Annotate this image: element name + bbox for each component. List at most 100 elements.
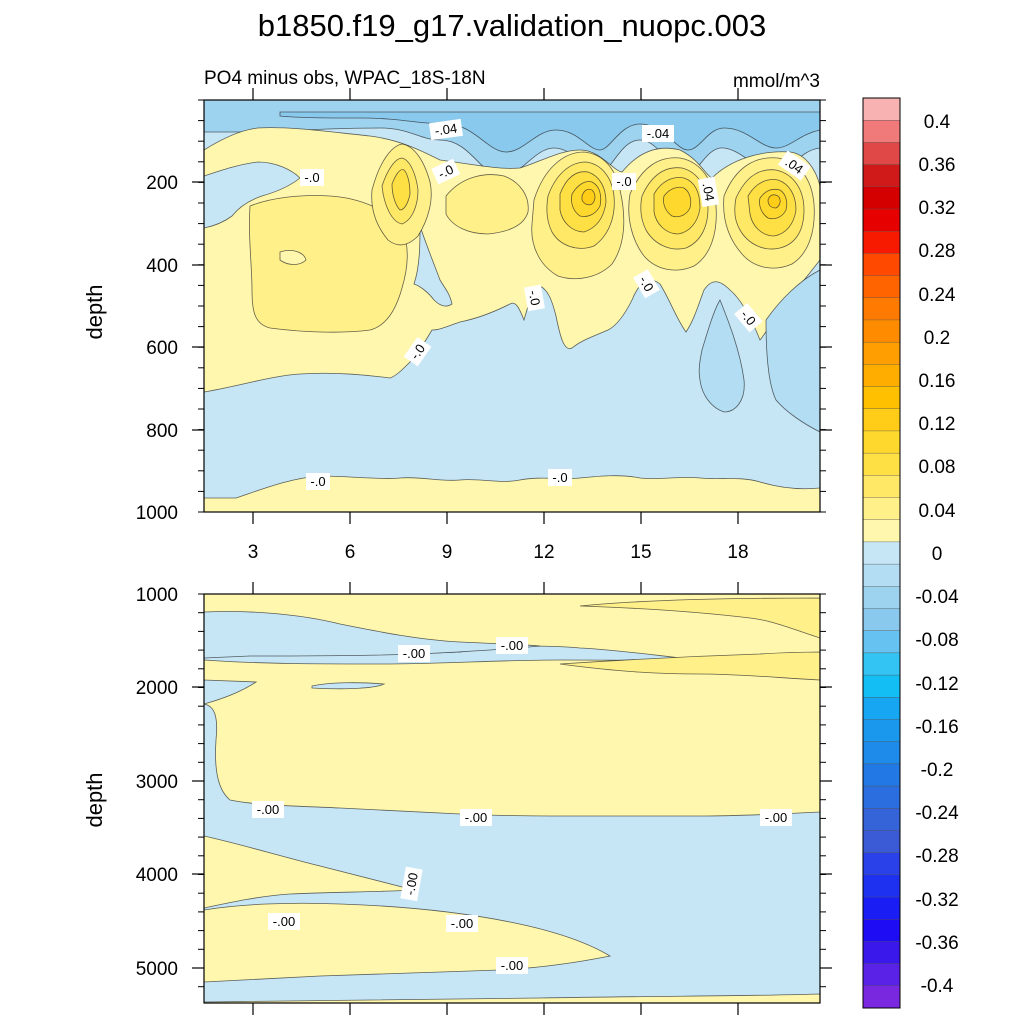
ulabel-1: -.04 [428,118,463,141]
lower-bottom-sliver [204,993,820,1003]
svg-text:-.0: -.0 [616,174,631,189]
colorbar-cell [862,808,901,831]
lower-frame [203,593,821,1004]
cbar-label--0.12: -0.12 [915,674,958,695]
upper-mid-b2 [445,174,529,235]
llabel-8: -.00 [446,915,478,932]
svg-text:-.00: -.00 [273,914,295,929]
llabel-7: -.00 [268,913,300,930]
upper-y-tick-labels: 200 400 600 800 1000 [136,173,178,524]
colorbar-cell [862,319,901,343]
colorbar-cell [862,341,901,365]
upper-mid-left [249,195,408,333]
ulabel-8: -.0 [524,284,545,312]
llabel-6: -.00 [400,866,423,902]
cbar-label-0.2: 0.2 [924,328,950,349]
upper-ytick-400: 400 [146,256,178,277]
xtick-3: 3 [248,542,259,563]
colorbar-cell [862,253,901,277]
colorbar-cell [862,852,901,876]
upper-blue-left [204,161,301,229]
cbar-label--0.4: -0.4 [921,976,954,997]
ulabel-13: -.0 [548,469,572,486]
colorbar-cell [862,541,901,565]
colorbar-cell [862,452,901,476]
svg-text:-.0: -.0 [436,162,456,182]
colorbar-cell [862,919,901,942]
lower-y-tick-labels: 1000 2000 3000 4000 5000 [136,585,178,980]
upper-bottom-band [204,475,820,512]
upper-p5-b5 [767,194,781,209]
colorbar-cell [862,830,901,854]
ulabel-7: .04 [697,176,720,208]
svg-text:-.04: -.04 [647,126,669,141]
svg-text:-.0: -.0 [304,170,319,185]
cbar-label-0.36: 0.36 [919,155,956,176]
svg-text:.04: .04 [700,182,718,202]
upper-ytick-600: 600 [146,338,178,359]
ulabel-6: .04 [777,150,811,181]
lower-ytick-1000: 1000 [136,585,178,606]
svg-text:-.00: -.00 [403,646,425,661]
chart-subtitle: PO4 minus obs, WPAC_18S-18N [204,68,486,89]
colorbar-cell [862,608,901,632]
lower-ylabel: depth [82,772,107,827]
llabel-5: -.00 [760,809,792,826]
upper-panel: 200 400 600 800 1000 3 6 9 12 15 18 dept… [82,88,832,563]
lower-yellow-main [204,659,820,817]
cbar-label--0.32: -0.32 [915,890,958,911]
xtick-18: 18 [727,542,748,563]
svg-text:-.0: -.0 [636,273,657,294]
svg-text:-.0: -.0 [310,474,325,489]
llabel-4: -.00 [460,809,492,826]
cbar-label-0.32: 0.32 [919,198,956,219]
svg-text:-.0: -.0 [738,307,759,328]
cbar-label-0.28: 0.28 [919,241,956,262]
xtick-12: 12 [533,542,554,563]
ulabel-2: -.04 [642,125,674,142]
cbar-label-0.24: 0.24 [919,285,956,306]
upper-deep-blob-2 [765,269,820,433]
colorbar-cell [862,119,901,143]
svg-text:-.00: -.00 [402,872,421,897]
colorbar-cell [862,386,901,410]
svg-text:-.0: -.0 [526,289,543,307]
cbar-label-0.08: 0.08 [919,457,956,478]
svg-text:-.00: -.00 [257,802,279,817]
lower-blue-dash [311,682,386,690]
upper-contour-labels: -.04 -.04 -.0 -.0 -.0 .04 .04 -.0 -.0 -.… [300,118,811,490]
lower-ytick-4000: 4000 [136,865,178,886]
colorbar-cell [862,497,901,521]
colorbar-cell [862,785,901,809]
cbar-label--0.16: -0.16 [915,717,958,738]
units-label: mmol/m^3 [733,71,820,92]
colorbar-cell [862,630,901,654]
ulabel-4: -.0 [431,158,461,185]
colorbar-cell [862,874,901,898]
colorbar-cell [862,364,901,388]
cbar-label--0.36: -0.36 [915,933,958,954]
svg-text:-.00: -.00 [501,958,523,973]
colorbar-cell [862,97,901,121]
colorbar-cell [862,985,901,1009]
upper-ytick-800: 800 [146,421,178,442]
upper-blue-intrusion [413,225,453,307]
upper-surface-band-inner [279,111,820,153]
lower-x-ticks [252,582,739,1015]
ulabel-9: -.0 [633,269,660,299]
cbar-label-0: 0 [932,544,943,565]
cbar-label-0.04: 0.04 [919,501,956,522]
lower-ytick-3000: 3000 [136,772,178,793]
colorbar-cell [862,741,901,765]
colorbar-cell [862,275,901,299]
upper-p3-b1 [391,169,411,211]
upper-ylabel: depth [82,284,107,339]
ulabel-3: -.0 [300,169,324,186]
cbar-label--0.08: -0.08 [915,630,958,651]
cbar-label-0.16: 0.16 [919,371,956,392]
lower-ytick-2000: 2000 [136,678,178,699]
colorbar-cell [862,697,901,720]
upper-p4-b4 [663,186,692,218]
colorbar-cell [862,563,901,587]
colorbar-cell [862,142,901,166]
